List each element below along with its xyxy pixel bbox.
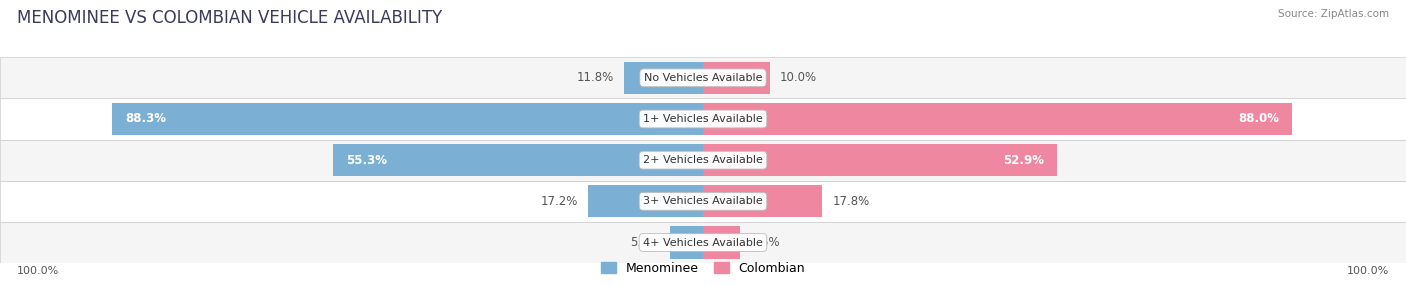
Bar — [112, 103, 703, 135]
Bar — [624, 62, 703, 94]
Bar — [703, 62, 770, 94]
Bar — [0, 140, 1406, 181]
Text: Source: ZipAtlas.com: Source: ZipAtlas.com — [1278, 9, 1389, 19]
Bar — [0, 57, 1406, 98]
Text: 100.0%: 100.0% — [17, 266, 59, 276]
Bar — [703, 144, 1057, 176]
Text: 17.2%: 17.2% — [540, 195, 578, 208]
Bar — [588, 185, 703, 217]
Text: 11.8%: 11.8% — [576, 71, 614, 84]
Text: 100.0%: 100.0% — [1347, 266, 1389, 276]
Bar — [703, 185, 823, 217]
Bar — [703, 227, 740, 259]
Text: 10.0%: 10.0% — [780, 71, 817, 84]
Text: 88.0%: 88.0% — [1237, 112, 1279, 126]
Text: 52.9%: 52.9% — [1002, 154, 1043, 167]
Text: 2+ Vehicles Available: 2+ Vehicles Available — [643, 155, 763, 165]
Text: 5.5%: 5.5% — [749, 236, 779, 249]
Legend: Menominee, Colombian: Menominee, Colombian — [596, 257, 810, 280]
Text: 5.0%: 5.0% — [630, 236, 659, 249]
Text: No Vehicles Available: No Vehicles Available — [644, 73, 762, 83]
Text: 17.8%: 17.8% — [832, 195, 869, 208]
Text: 4+ Vehicles Available: 4+ Vehicles Available — [643, 238, 763, 247]
Bar — [333, 144, 703, 176]
Text: 3+ Vehicles Available: 3+ Vehicles Available — [643, 196, 763, 206]
Bar — [0, 98, 1406, 140]
Bar — [703, 103, 1292, 135]
Bar — [0, 222, 1406, 263]
Text: 1+ Vehicles Available: 1+ Vehicles Available — [643, 114, 763, 124]
Text: 55.3%: 55.3% — [346, 154, 387, 167]
Text: MENOMINEE VS COLOMBIAN VEHICLE AVAILABILITY: MENOMINEE VS COLOMBIAN VEHICLE AVAILABIL… — [17, 9, 441, 27]
Bar — [0, 181, 1406, 222]
Bar — [669, 227, 703, 259]
Text: 88.3%: 88.3% — [125, 112, 166, 126]
